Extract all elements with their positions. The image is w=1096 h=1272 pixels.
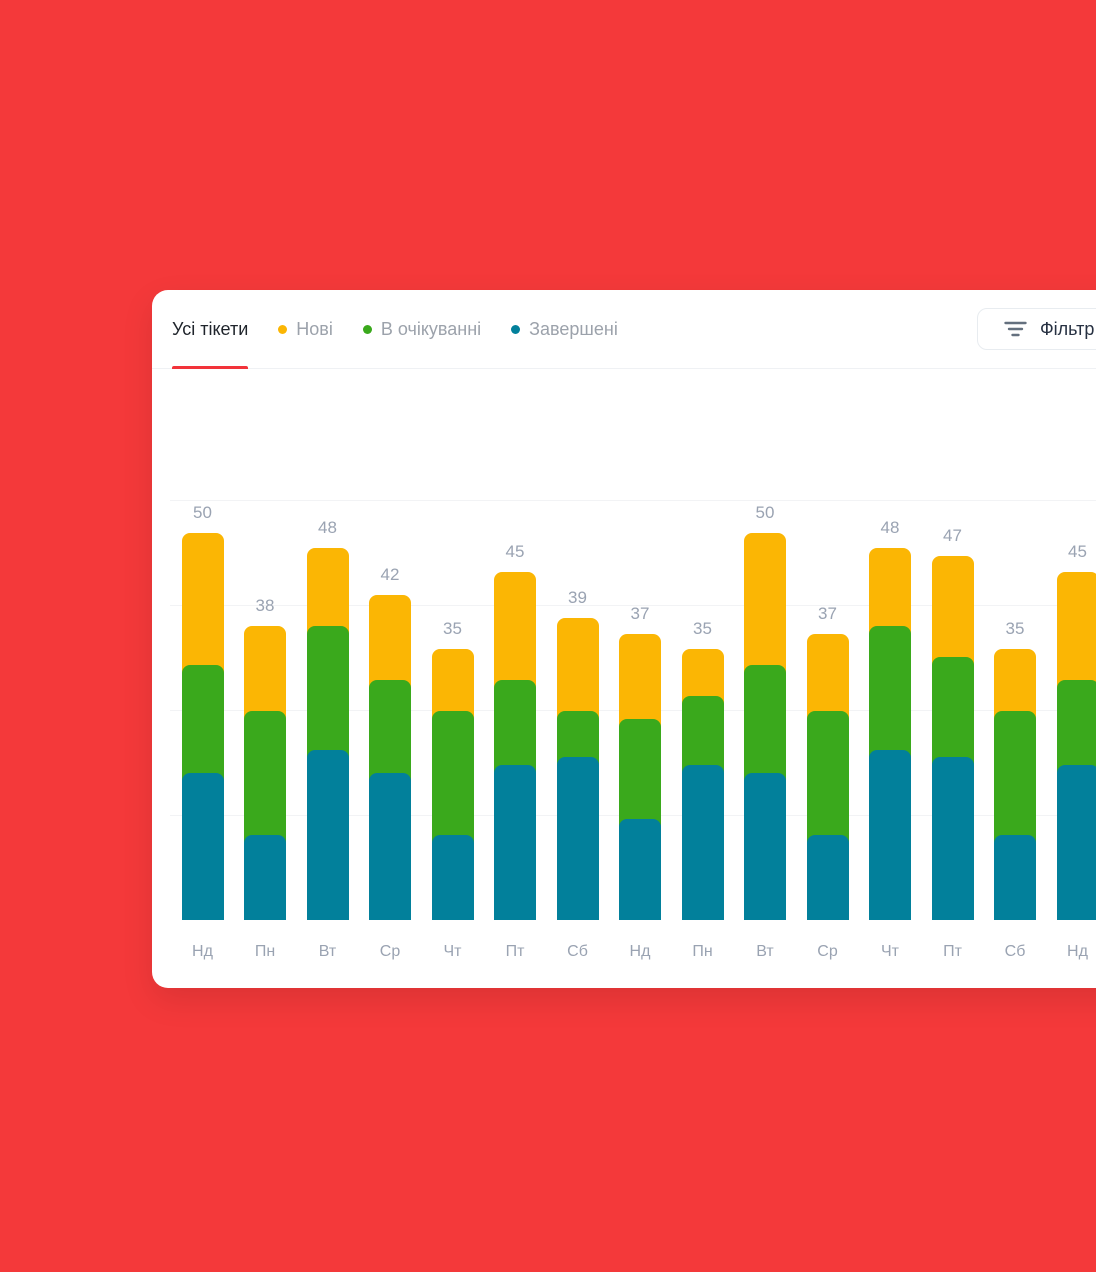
new-legend-dot — [278, 324, 288, 334]
x-axis-label: Нд — [629, 943, 651, 960]
bar-group[interactable]: 38 — [244, 290, 286, 920]
bar-value-label: 48 — [318, 518, 337, 537]
x-axis-label: Пн — [692, 943, 713, 960]
bar-value-label: 37 — [818, 604, 837, 623]
bar-value-label: 45 — [505, 542, 525, 561]
x-axis-label: Нд — [1067, 943, 1088, 960]
bar-segment-completed — [306, 750, 349, 920]
bar-group[interactable]: 50 — [744, 290, 786, 920]
tab-pending[interactable]: В очікуванні — [362, 290, 482, 368]
bar-value-label: 45 — [1068, 542, 1087, 561]
tickets-chart: 50 Нд 38 Пн 48 Вт 42 Ср 35 Чт 45 Пт 39 Сб 37 Нд 35 Пн 50 Вт… — [152, 290, 1096, 988]
active-tab-indicator — [172, 366, 249, 369]
bar-group[interactable]: 48 — [869, 290, 911, 920]
bar-segment-completed — [619, 819, 661, 920]
tab-all-tickets[interactable]: Усі тікети — [172, 290, 249, 369]
bar-group[interactable]: 45 — [494, 290, 536, 920]
bar-group[interactable]: 37 — [806, 290, 849, 920]
bar-group[interactable]: 35 — [431, 290, 474, 920]
bar-group[interactable]: 42 — [369, 290, 411, 920]
bar-group[interactable]: 37 — [619, 290, 661, 920]
tab-new-label: Нові — [296, 318, 333, 339]
x-axis-label: Чт — [881, 943, 899, 960]
bar-value-label: 35 — [1005, 619, 1025, 638]
bar-segment-completed — [806, 835, 849, 920]
bar-value-label: 39 — [568, 588, 587, 607]
bar-segment-completed — [931, 757, 974, 920]
bar-group[interactable]: 48 — [306, 290, 349, 920]
x-axis-label: Пт — [943, 943, 962, 960]
tab-all-tickets-label: Усі тікети — [172, 318, 249, 339]
bar-group[interactable]: 39 — [556, 290, 599, 920]
bar-group[interactable]: 35 — [681, 290, 724, 920]
x-axis-label: Ср — [817, 943, 838, 960]
tab-new[interactable]: Нові — [278, 290, 333, 368]
bar-value-label: 35 — [443, 619, 462, 638]
bar-segment-completed — [744, 773, 786, 920]
bar-group[interactable]: 45 — [1056, 290, 1096, 920]
x-axis-label: Нд — [192, 943, 213, 960]
bar-segment-completed — [431, 835, 474, 920]
bar-segment-completed — [681, 765, 724, 920]
x-axis-label: Сб — [567, 943, 588, 960]
tab-completed-label: Завершені — [529, 318, 618, 339]
bar-value-label: 47 — [943, 526, 962, 545]
tickets-card: Усі тікети Нові В очікуванні Завершені Ф… — [152, 290, 1096, 988]
x-axis-label: Вт — [318, 943, 337, 960]
bar-segment-completed — [181, 773, 224, 920]
bar-value-label: 35 — [693, 619, 712, 638]
bar-value-label: 48 — [880, 518, 900, 537]
bar-group[interactable]: 35 — [994, 290, 1036, 920]
x-axis-label: Ср — [379, 943, 401, 960]
x-axis-label: Чт — [443, 943, 462, 960]
bar-segment-completed — [494, 765, 536, 920]
bar-group[interactable]: 50 — [181, 290, 224, 920]
pending-legend-dot — [362, 324, 372, 334]
x-axis-label: Сб — [1004, 943, 1026, 960]
bar-group[interactable]: 47 — [931, 290, 974, 920]
completed-legend-dot — [511, 324, 521, 334]
bar-value-label: 38 — [255, 596, 275, 615]
bar-segment-completed — [1056, 765, 1096, 920]
x-axis-label: Вт — [756, 943, 774, 960]
x-axis-label: Пн — [254, 943, 276, 960]
bar-segment-completed — [556, 757, 599, 920]
x-axis-label: Пт — [505, 943, 525, 960]
filter-icon — [1004, 321, 1027, 337]
filter-button-label: Фільтр — [1040, 318, 1095, 339]
bar-segment-completed — [869, 750, 911, 920]
bar-segment-completed — [369, 773, 411, 920]
tab-pending-label: В очікуванні — [380, 318, 482, 339]
bar-value-label: 50 — [755, 503, 775, 522]
bar-segment-completed — [244, 835, 286, 920]
bar-value-label: 42 — [380, 565, 400, 584]
filter-button[interactable]: Фільтр — [977, 308, 1096, 350]
tabs-row: Усі тікети Нові В очікуванні Завершені Ф… — [152, 290, 1096, 369]
tab-completed[interactable]: Завершені — [511, 290, 618, 368]
bar-value-label: 50 — [193, 503, 212, 522]
bar-value-label: 37 — [630, 604, 650, 623]
bar-segment-completed — [994, 835, 1036, 920]
